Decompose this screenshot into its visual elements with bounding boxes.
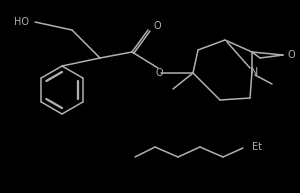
Text: O: O — [155, 68, 163, 78]
Text: O: O — [288, 50, 296, 60]
Text: HO: HO — [14, 17, 29, 27]
Text: O: O — [153, 21, 160, 31]
Text: Et: Et — [252, 142, 262, 152]
Text: N: N — [250, 67, 258, 77]
